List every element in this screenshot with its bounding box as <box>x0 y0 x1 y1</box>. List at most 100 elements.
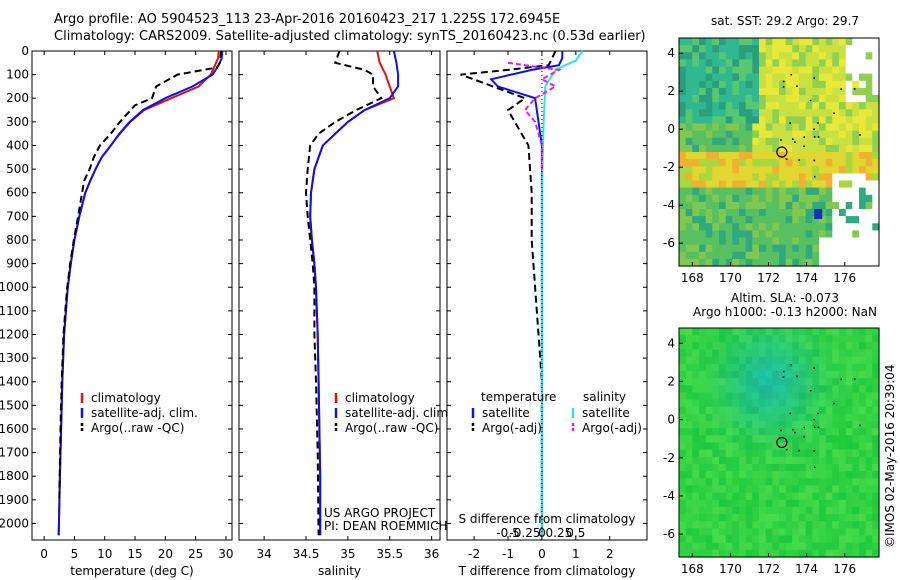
sst-map-cell <box>805 173 813 182</box>
sst-map-cell <box>865 187 873 196</box>
sst-map-cell <box>692 166 700 174</box>
sla-map-cell <box>812 378 820 386</box>
sla-map-cell <box>765 478 773 487</box>
sst-map-cell <box>759 251 767 260</box>
sla-map-cell <box>845 349 853 358</box>
sst-map-cell <box>679 166 687 174</box>
sst-map-cell <box>839 109 847 117</box>
sst-map-cell <box>792 109 800 117</box>
sla-map-cell <box>745 392 753 401</box>
sst-map-cell <box>845 209 853 217</box>
island-dot <box>813 175 816 178</box>
sst-map-cell <box>852 80 860 89</box>
sst-map-cell <box>712 137 720 146</box>
sst-map-cell <box>839 80 847 89</box>
sst-map-cell <box>725 38 733 46</box>
sst-map-cell <box>779 38 787 46</box>
sst-map-cell <box>765 216 773 224</box>
sst-map-cell <box>732 38 740 46</box>
sst-map-cell <box>859 45 867 53</box>
sst-map-cell <box>719 223 727 231</box>
sst-map-cell <box>779 194 787 203</box>
sla-map-cell <box>685 399 693 408</box>
sla-map-cell <box>772 506 780 515</box>
sst-map-cell <box>699 45 707 53</box>
sla-map-cell <box>705 413 713 422</box>
sst-map-cell <box>699 102 707 110</box>
sla-map-cell <box>845 385 853 394</box>
sst-map-cell <box>839 237 847 246</box>
sla-map-cell <box>865 421 873 429</box>
sla-map-cell <box>772 485 780 494</box>
sst-map-cell <box>839 144 847 153</box>
sla-map-cell <box>699 392 707 401</box>
sla-map-cell <box>845 413 853 422</box>
sla-map-cell <box>679 413 687 422</box>
sla-map-cell <box>772 542 780 551</box>
sla-map-cell <box>692 535 700 544</box>
sla-map-cell <box>792 428 800 436</box>
sla-map-cell <box>812 349 820 358</box>
sst-map-cell <box>725 173 733 182</box>
sla-map-cell <box>705 485 713 494</box>
sla-map-cell <box>825 399 833 408</box>
header-line2: Climatology: CARS2009. Satellite-adjuste… <box>54 29 646 44</box>
sla-map-cell <box>752 335 760 343</box>
sst-map-cell <box>799 137 807 146</box>
sla-map-cell <box>825 342 833 351</box>
sla-map-cell <box>859 542 867 551</box>
sla-map-cell <box>799 542 807 551</box>
sla-map-cell <box>779 542 787 551</box>
sst-map-cell <box>799 258 807 267</box>
sst-map-cell <box>765 80 773 89</box>
sla-map-cell <box>765 392 773 401</box>
sst-map-cell <box>812 45 820 53</box>
sst-map-cell <box>712 244 720 253</box>
sla-map-cell <box>865 492 873 501</box>
sla-map-cell <box>745 363 753 372</box>
sst-map-cell <box>752 137 760 146</box>
sla-map-cell <box>725 535 733 544</box>
sla-map-cell <box>685 378 693 386</box>
sla-map-cell <box>719 435 727 444</box>
difference-xtick-label: 2 <box>606 547 614 561</box>
sst-map-cell <box>719 59 727 68</box>
sst-map-cell <box>725 258 733 267</box>
sst-map-cell <box>685 230 693 239</box>
sla-map-cell <box>759 535 767 544</box>
sla-map-cell <box>792 528 800 537</box>
island-dot <box>782 86 785 88</box>
sst-map-cell <box>792 38 800 46</box>
sla-map-cell <box>832 421 840 429</box>
depth-tick-label: 1600 <box>0 422 29 436</box>
sla-map-cell <box>719 342 727 351</box>
sla-map-cell <box>692 478 700 487</box>
island-dot <box>809 99 812 102</box>
sst-map-cell <box>719 66 727 75</box>
sst-map-cell <box>792 45 800 53</box>
sst-map-cell <box>739 187 747 196</box>
sst-map-cell <box>739 166 747 174</box>
sla-map-cell <box>699 370 707 379</box>
sst-map-cell <box>745 52 753 60</box>
sla-map-cell <box>785 421 793 429</box>
sla-map-cell <box>679 385 687 394</box>
sla-map-cell <box>825 392 833 401</box>
sst-map-cell <box>872 66 880 75</box>
sla-map-cell <box>845 378 853 386</box>
sst-map-cell <box>719 244 727 253</box>
sla-map-cell <box>752 399 760 408</box>
sla-map-cell <box>852 413 860 422</box>
island-dot <box>796 85 798 88</box>
sst-map-cell <box>805 258 813 267</box>
sla-map-cell <box>812 328 820 336</box>
sla-map-cell <box>779 406 787 415</box>
sla-map-cell <box>739 342 747 351</box>
sst-map-cell <box>865 258 873 267</box>
sla-map-cell <box>859 449 867 458</box>
sla-map-cell <box>779 449 787 458</box>
sla-map-cell <box>812 392 820 401</box>
sst-map-cell <box>759 173 767 182</box>
sst-map-cell <box>819 45 827 53</box>
sst-map-cell <box>705 166 713 174</box>
